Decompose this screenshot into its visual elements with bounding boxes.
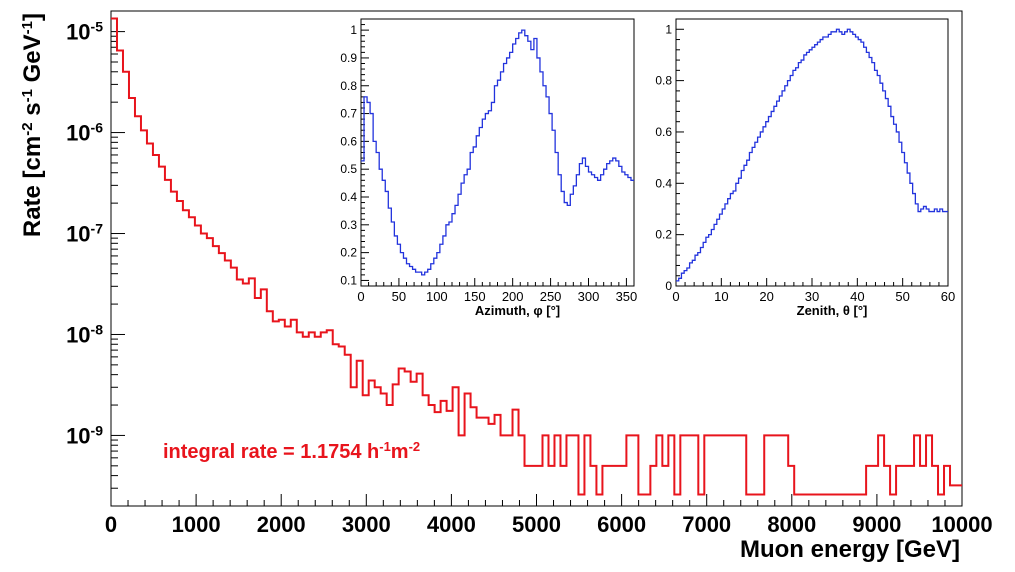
zenith-x-tick-label: 60: [941, 289, 955, 304]
azimuth-y-tick-label: 0.7: [340, 107, 357, 121]
y-tick-label: 10-5: [66, 19, 103, 45]
x-tick-label: 10000: [931, 512, 992, 537]
zenith-inset-plot: 0 10 20 30 40 50 60 0 0.2 0.4 0.6 0.8 1 Zenith, θ [°]: [655, 18, 955, 318]
zenith-x-axis-label: Zenith, θ [°]: [797, 303, 868, 318]
zenith-x-tick-label: 20: [759, 289, 773, 304]
main-histogram-plot: 0 1000 2000 3000 4000 5000 6000 7000 8000 9000 100…: [19, 10, 993, 563]
y-tick-label: 10-8: [66, 321, 103, 347]
zenith-y-tick-label: 0: [665, 279, 672, 293]
azimuth-x-tick-label: 250: [540, 289, 562, 304]
azimuth-x-tick-label: 150: [464, 289, 486, 304]
x-tick-label: 6000: [597, 512, 646, 537]
azimuth-frame: [360, 18, 635, 287]
azimuth-x-tick-label: 200: [502, 289, 524, 304]
zenith-y-tick-label: 0.6: [655, 125, 672, 139]
zenith-x-tick-label: 50: [895, 289, 909, 304]
zenith-x-tick-label: 0: [672, 289, 679, 304]
azimuth-y-tick-label: 0.6: [340, 134, 357, 148]
azimuth-y-tick-label: 0.5: [340, 162, 357, 176]
y-tick-label: 10-7: [66, 221, 103, 247]
x-tick-label: 3000: [342, 512, 391, 537]
x-tick-label: 5000: [512, 512, 561, 537]
azimuth-x-tick-label: 300: [578, 289, 600, 304]
azimuth-y-tick-label: 0.1: [340, 273, 357, 287]
energy-histogram-series: [111, 17, 962, 496]
x-tick-label: 7000: [682, 512, 731, 537]
zenith-y-tick-label: 1: [665, 22, 672, 36]
azimuth-y-tick-label: 0.3: [340, 218, 357, 232]
azimuth-x-tick-label: 350: [616, 289, 638, 304]
azimuth-x-tick-label: 0: [357, 289, 364, 304]
azimuth-x-tick-label: 50: [392, 289, 406, 304]
zenith-y-tick-label: 0.4: [655, 176, 672, 190]
x-tick-label: 0: [105, 512, 117, 537]
azimuth-inset-plot: 0 50 100 150 200 250 300 350 0.1 0.2 0.3 0.4 0.5 0.6 0…: [340, 18, 638, 318]
azimuth-y-tick-label: 1: [350, 23, 357, 37]
y-tick-label: 10-9: [66, 422, 103, 448]
zenith-y-tick-label: 0.2: [655, 228, 672, 242]
zenith-x-tick-label: 10: [714, 289, 728, 304]
azimuth-x-tick-label: 100: [426, 289, 448, 304]
zenith-x-tick-label: 40: [850, 289, 864, 304]
zenith-y-tick-label: 0.8: [655, 74, 672, 88]
x-tick-label: 9000: [852, 512, 901, 537]
azimuth-y-tick-label: 0.9: [340, 51, 357, 65]
integral-rate-annotation: integral rate = 1.1754 h-1m-2: [163, 439, 420, 464]
azimuth-y-tick-label: 0.4: [340, 190, 357, 204]
azimuth-y-tick-label: 0.8: [340, 79, 357, 93]
x-tick-label: 8000: [767, 512, 816, 537]
x-tick-label: 2000: [257, 512, 306, 537]
zenith-frame: [675, 18, 949, 287]
x-axis-label: Muon energy [GeV]: [740, 536, 960, 563]
azimuth-x-axis-label: Azimuth, φ [°]: [475, 303, 560, 318]
azimuth-y-tick-label: 0.2: [340, 246, 357, 260]
azimuth-histogram-series: [361, 29, 634, 276]
zenith-x-tick-label: 30: [805, 289, 819, 304]
y-axis-label: Rate [cm-2 s-1 GeV-1]: [19, 13, 47, 237]
x-tick-label: 4000: [427, 512, 476, 537]
x-tick-label: 1000: [172, 512, 221, 537]
zenith-histogram-series: [676, 28, 948, 282]
y-tick-label: 10-6: [66, 120, 103, 146]
